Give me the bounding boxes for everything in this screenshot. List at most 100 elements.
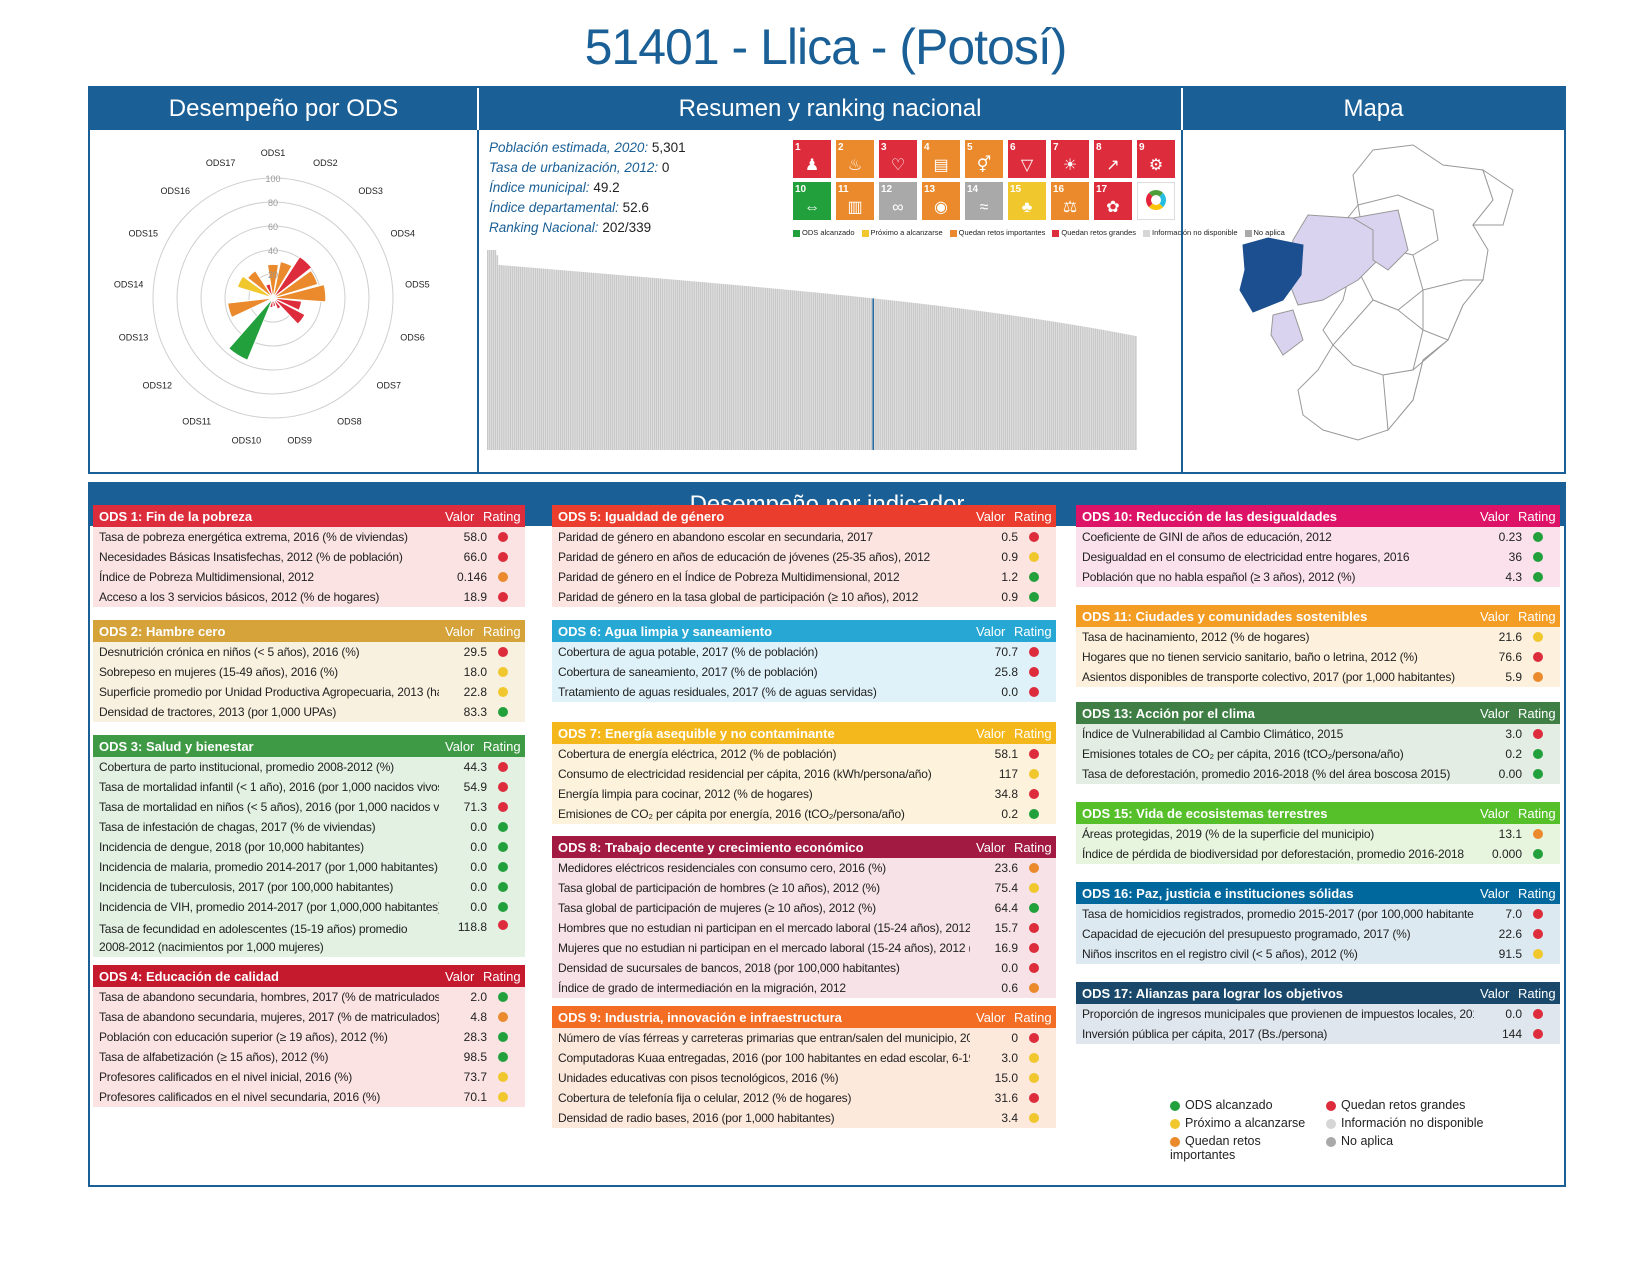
ranking-bar [916, 303, 919, 450]
indicator-label: Profesores calificados en el nivel inici… [99, 1070, 353, 1084]
ranking-bar [699, 281, 702, 450]
ranking-bar [954, 307, 957, 450]
ranking-bar [864, 297, 867, 450]
radial-bar-ods6 [272, 297, 303, 311]
ranking-bar [776, 288, 779, 450]
indicator-rating [1522, 572, 1554, 582]
ranking-bar [933, 305, 936, 450]
ranking-bar [623, 275, 625, 450]
sdg-tile-1: 1 ♟ [793, 140, 831, 178]
indicator-row: Asientos disponibles de transporte colec… [1076, 667, 1560, 687]
indicator-rating [1018, 647, 1050, 657]
indicator-table-ods1: ODS 1: Fin de la pobreza Valor Rating Tasa … [93, 505, 525, 607]
ranking-bar [1000, 313, 1003, 450]
indicator-rating [1018, 923, 1050, 933]
sdg-tile-number: 2 [838, 142, 844, 153]
indicator-label: Índice de Pobreza Multidimensional, 2012 [99, 570, 314, 584]
indicator-rating [1522, 849, 1554, 859]
legend-swatch [1143, 229, 1151, 237]
indicator-value: 28.3 [463, 1030, 487, 1044]
ranking-bar [1127, 334, 1129, 450]
ranking-bar [889, 300, 892, 450]
ranking-bar [1041, 319, 1043, 450]
radial-bar-ods7 [272, 297, 306, 325]
rating-dot-icon [498, 1092, 508, 1102]
ranking-bar [707, 282, 710, 450]
indicator-row: Cobertura de telefonía fija o celular, 2… [552, 1088, 1056, 1108]
ranking-bar [926, 304, 928, 450]
indicator-row: Índice de Vulnerabilidad al Cambio Climá… [1076, 724, 1560, 744]
indicator-label: Cobertura de agua potable, 2017 (% de po… [558, 645, 818, 659]
indicator-table-title: ODS 9: Industria, innovación e infraestr… [558, 1009, 842, 1025]
sdg-goal-icon: ♣ [1021, 199, 1033, 216]
ranking-bar [663, 278, 665, 450]
indicator-rating [487, 992, 519, 1002]
ranking-bar [740, 285, 742, 450]
indicator-value: 0.0 [470, 840, 487, 854]
ranking-bar [690, 281, 692, 450]
ranking-bar [1033, 318, 1035, 450]
indicator-rating [1018, 552, 1050, 562]
summary-header: Resumen y ranking nacional [479, 88, 1181, 130]
ranking-bar [615, 274, 617, 450]
summary-item: Índice municipal: 49.2 [489, 178, 686, 198]
rating-dot-icon [1029, 903, 1039, 913]
rating-dot-icon [498, 920, 508, 930]
rating-dot-icon [1533, 729, 1543, 739]
ranking-bar [632, 276, 635, 450]
indicator-value: 58.1 [994, 747, 1018, 761]
column-header-rating: Rating [1518, 608, 1556, 624]
ranking-bar [711, 282, 713, 450]
indicator-table-header: ODS 7: Energía asequible y no contaminan… [552, 722, 1056, 744]
ranking-bar [998, 313, 1001, 450]
indicator-label: Tasa de mortalidad infantil (< 1 año), 2… [99, 780, 439, 794]
ranking-bar [788, 289, 790, 450]
rating-dot-icon [498, 882, 508, 892]
indicator-value: 16.9 [994, 941, 1018, 955]
sdg-tile-number: 13 [924, 184, 936, 195]
indicator-row: Sobrepeso en mujeres (15-49 años), 2016 … [93, 662, 525, 682]
indicator-rating [487, 882, 519, 892]
ranking-bar [676, 279, 679, 450]
ranking-bar [669, 279, 671, 450]
ranking-bar [1025, 317, 1028, 450]
ranking-bar [648, 277, 650, 450]
sdg-tile-number: 9 [1139, 142, 1145, 153]
ranking-bar [745, 286, 748, 450]
ranking-bar [765, 287, 767, 450]
ranking-bar-highlight [872, 298, 874, 450]
indicator-value: 98.5 [463, 1050, 487, 1064]
ranking-bar [1060, 322, 1062, 450]
radial-bar-ods4 [272, 269, 319, 299]
indicator-label: Mujeres que no estudian ni participan en… [558, 941, 970, 955]
ranking-bar [1050, 321, 1053, 450]
indicator-row: Superficie promedio por Unidad Productiv… [93, 682, 525, 702]
indicator-value: 73.7 [463, 1070, 487, 1084]
indicator-row: Índice de pérdida de biodiversidad por d… [1076, 844, 1560, 864]
indicator-table-ods15: ODS 15: Vida de ecosistemas terrestres Va… [1076, 802, 1560, 864]
indicator-row: Tasa de abandono secundaria, mujeres, 20… [93, 1007, 525, 1027]
ranking-bar [584, 272, 587, 450]
ranking-bar [626, 275, 629, 450]
column-header-valor: Valor [445, 623, 475, 639]
ranking-bar [839, 294, 842, 450]
ranking-bar [563, 270, 566, 450]
ranking-bar [724, 284, 727, 450]
ranking-bar [1108, 330, 1110, 450]
ranking-bar [519, 266, 522, 450]
rating-legend: ODS alcanzado Quedan retos grandes Próximo… [1170, 1098, 1486, 1162]
ranking-bar [531, 267, 533, 450]
rating-legend-item: Quedan retos grandes [1326, 1098, 1486, 1112]
summary-item: Ranking Nacional: 202/339 [489, 218, 686, 238]
indicator-row: Población que no habla español (≥ 3 años… [1076, 567, 1560, 587]
indicator-value: 76.6 [1498, 650, 1522, 664]
ranking-bar [1075, 325, 1078, 450]
ranking-bar [487, 250, 489, 450]
ranking-bar [768, 288, 771, 450]
ranking-bar [847, 295, 850, 450]
ranking-bar [881, 299, 884, 450]
indicator-row: Tasa de fecundidad en adolescentes (15-1… [93, 917, 525, 957]
indicator-value: 29.5 [463, 645, 487, 659]
ranking-bar [594, 272, 596, 450]
ranking-bar [1058, 322, 1060, 450]
